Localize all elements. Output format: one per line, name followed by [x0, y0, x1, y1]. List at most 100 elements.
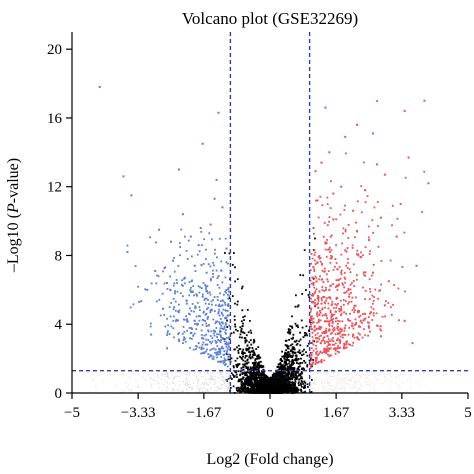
- point-down-regulated: [181, 284, 184, 287]
- point-not-significant: [255, 371, 258, 374]
- point-not-significant: [290, 364, 293, 367]
- point-low-significance: [314, 382, 316, 384]
- point-low-significance: [226, 370, 228, 373]
- point-down-regulated: [227, 288, 230, 291]
- point-up-regulated: [317, 216, 320, 219]
- point-not-significant: [223, 252, 226, 254]
- point-down-regulated: [228, 348, 231, 351]
- point-low-significance: [167, 372, 169, 374]
- point-not-significant: [281, 371, 283, 374]
- point-down-regulated: [168, 333, 171, 336]
- point-up-regulated: [337, 302, 339, 305]
- point-up-regulated: [330, 180, 332, 183]
- point-low-significance: [322, 371, 325, 373]
- point-low-significance: [377, 388, 380, 391]
- point-down-regulated: [226, 347, 229, 350]
- point-not-significant: [259, 372, 261, 375]
- point-up-regulated: [310, 307, 313, 310]
- point-low-significance: [391, 376, 393, 378]
- point-up-regulated: [367, 225, 370, 228]
- point-not-significant: [277, 391, 280, 394]
- point-not-significant: [240, 386, 243, 389]
- point-low-significance: [164, 371, 166, 373]
- point-up-regulated: [326, 224, 329, 227]
- point-not-significant: [296, 324, 299, 327]
- point-low-significance: [199, 390, 201, 393]
- point-up-regulated: [314, 263, 317, 266]
- point-not-significant: [299, 331, 302, 334]
- point-not-significant: [250, 350, 253, 353]
- point-not-significant: [268, 382, 270, 385]
- point-not-significant: [288, 332, 291, 335]
- point-down-regulated: [172, 319, 175, 322]
- point-up-regulated: [389, 259, 392, 262]
- point-not-significant: [293, 368, 296, 371]
- point-up-regulated: [354, 304, 357, 307]
- point-up-regulated: [339, 340, 342, 343]
- point-not-significant: [287, 380, 290, 383]
- point-not-significant: [279, 362, 282, 364]
- point-not-significant: [311, 365, 313, 368]
- point-down-regulated: [219, 305, 222, 308]
- point-low-significance: [228, 379, 231, 381]
- point-down-regulated: [225, 351, 228, 354]
- point-not-significant: [225, 353, 228, 355]
- point-not-significant: [302, 336, 305, 339]
- point-down-regulated: [228, 295, 231, 298]
- point-up-regulated: [421, 211, 424, 214]
- point-down-regulated: [216, 356, 218, 359]
- point-not-significant: [248, 351, 251, 353]
- point-up-regulated: [372, 299, 375, 302]
- point-up-regulated: [309, 279, 312, 282]
- point-not-significant: [235, 364, 238, 367]
- point-low-significance: [186, 385, 188, 387]
- point-not-significant: [291, 337, 294, 340]
- point-low-significance: [124, 382, 126, 384]
- point-low-significance: [330, 384, 333, 387]
- point-up-regulated: [325, 327, 328, 330]
- point-not-significant: [291, 382, 294, 385]
- point-low-significance: [109, 371, 111, 373]
- point-up-regulated: [341, 242, 344, 245]
- point-not-significant: [291, 360, 294, 362]
- point-down-regulated: [179, 246, 182, 248]
- point-down-regulated: [168, 306, 171, 309]
- point-not-significant: [300, 357, 302, 360]
- point-not-significant: [241, 388, 244, 391]
- point-up-regulated: [331, 332, 333, 334]
- point-up-regulated: [316, 337, 319, 339]
- point-not-significant: [290, 378, 293, 380]
- point-up-regulated: [336, 268, 339, 271]
- point-not-significant: [251, 390, 254, 393]
- point-low-significance: [327, 390, 329, 393]
- point-not-significant: [284, 377, 287, 379]
- point-down-regulated: [211, 340, 214, 343]
- point-up-regulated: [393, 284, 395, 286]
- point-down-regulated: [156, 274, 158, 277]
- point-low-significance: [310, 381, 312, 383]
- point-down-regulated: [218, 303, 221, 306]
- point-low-significance: [357, 388, 360, 390]
- point-low-significance: [177, 388, 179, 391]
- point-low-significance: [325, 377, 327, 380]
- point-up-regulated: [369, 250, 372, 253]
- point-up-regulated: [329, 296, 331, 299]
- point-down-regulated: [215, 269, 218, 272]
- point-not-significant: [288, 372, 291, 375]
- point-down-regulated: [217, 360, 219, 363]
- point-up-regulated: [347, 343, 350, 346]
- point-down-regulated: [183, 235, 186, 238]
- point-not-significant: [300, 384, 303, 386]
- point-not-significant: [286, 389, 289, 392]
- point-not-significant: [287, 369, 290, 372]
- point-down-regulated: [205, 324, 208, 327]
- point-not-significant: [300, 319, 303, 322]
- point-not-significant: [285, 374, 287, 377]
- point-not-significant: [239, 378, 242, 381]
- point-low-significance: [120, 391, 122, 393]
- point-down-regulated: [207, 306, 210, 309]
- point-up-regulated: [343, 344, 346, 346]
- point-not-significant: [307, 294, 310, 296]
- point-low-significance: [366, 384, 368, 386]
- point-not-significant: [237, 380, 240, 383]
